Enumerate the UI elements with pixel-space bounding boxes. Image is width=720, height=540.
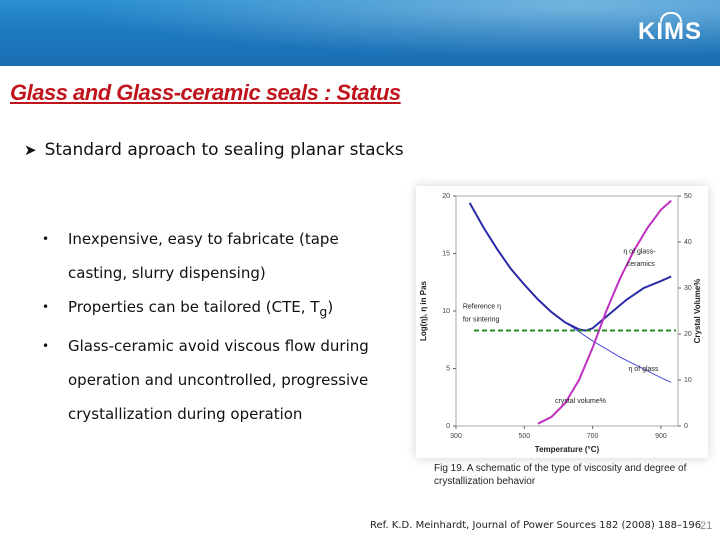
y2-tick-label: 20 [684,331,692,338]
reference-citation: Ref. K.D. Meinhardt, Journal of Power So… [370,520,702,531]
header-glow [0,0,720,66]
bullet-item: • Inexpensive, easy to fabricate (tape ca… [42,222,402,290]
chart-annotation: for sintering [463,316,500,323]
chart-svg: 300 500 700 900 0 5 10 15 20 0 10 20 30 40 50 Temperatu… [419,193,702,454]
subheading: ➤ Standard aproach to sealing planar stac… [24,140,404,160]
y2-axis-label: Crystal Volume% [693,279,702,344]
y2-tick-label: 10 [684,377,692,384]
y-tick-label: 0 [446,423,450,430]
chart-annotation: η of glass [628,366,658,373]
x-tick-label: 900 [655,433,667,440]
series-line-1 [468,202,672,332]
bullet-suffix: ) [327,298,334,316]
x-tick-label: 700 [587,433,599,440]
y-tick-label: 20 [442,193,450,200]
slide-title: Glass and Glass-ceramic seals : Status [10,80,401,105]
logo-arc-icon [660,12,682,22]
bullet-text: Properties can be tailored (CTE, T [68,298,320,316]
plot-area [455,195,679,427]
y-tick-label: 15 [442,251,450,258]
figure-caption: Fig 19. A schematic of the type of visco… [434,463,687,487]
x-tick-label: 500 [518,433,530,440]
viscosity-chart: 300 500 700 900 0 5 10 15 20 0 10 20 30 40 50 Temperatu… [416,186,708,458]
y-tick-label: 5 [446,366,450,373]
page-number: 21 [700,520,713,532]
bullet-item: • Glass-ceramic avoid viscous flow during… [42,329,402,431]
bullet-item: • Properties can be tailored (CTE, Tg) [42,290,402,329]
arrow-bullet-icon: ➤ [24,141,37,159]
subheading-text: Standard aproach to sealing planar stack… [44,140,404,160]
y-tick-label: 10 [442,308,450,315]
bullet-subscript: g [319,304,328,319]
series-line-2 [537,199,672,425]
x-tick-label: 300 [450,433,462,440]
header-bar: KIMS [0,0,720,66]
bullet-dot-icon: • [42,300,50,314]
y2-tick-label: 0 [684,423,688,430]
bullet-dot-icon: • [42,232,50,246]
bullet-text: Glass-ceramic avoid viscous flow during … [68,337,369,423]
bullet-dot-icon: • [42,339,50,353]
y2-tick-label: 50 [684,193,692,200]
y2-tick-label: 40 [684,239,692,246]
bullet-list: • Inexpensive, easy to fabricate (tape ca… [42,222,402,431]
chart-annotation: ceramics [627,261,656,268]
x-axis-label: Temperature (°C) [535,445,600,454]
chart-annotation: Reference η [463,304,501,311]
y-axis-label: Log(η), η in Pas [419,280,428,341]
bullet-text: Inexpensive, easy to fabricate (tape cas… [68,230,339,282]
chart-annotation: η of glass- [623,249,656,256]
kims-logo: KIMS [638,18,702,45]
y2-tick-label: 30 [684,285,692,292]
chart-annotation: crystal volume% [555,398,606,405]
